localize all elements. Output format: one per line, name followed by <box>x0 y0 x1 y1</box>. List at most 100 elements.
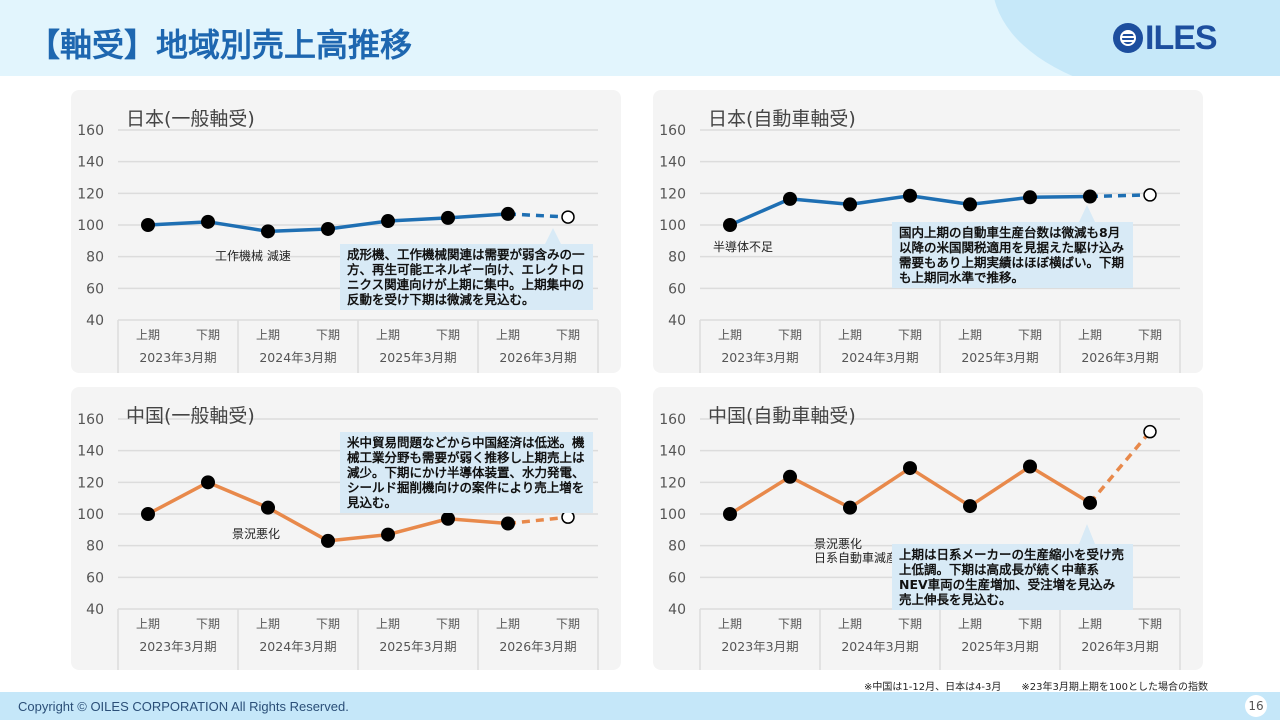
chart-china-general: 160 140 120 100 80 60 40 上期 下期 上期 下期 上期 下期 上期 下期 2023年3… <box>77 412 599 670</box>
forecast-point <box>1143 188 1157 202</box>
x-tick-label: 下期 <box>316 328 340 342</box>
data-point <box>843 197 857 212</box>
y-tick-label: 140 <box>659 155 686 171</box>
x-group-label: 2026年3月期 <box>1081 350 1158 365</box>
y-tick-label: 120 <box>77 186 104 202</box>
chart-japan-general: 160 140 120 100 80 60 40 上期 下期 上期 下期 上期 下期 上期 下期 2023年3… <box>77 123 599 373</box>
x-group-label: 2024年3月期 <box>259 639 336 654</box>
footnote: ※中国は1-12月、日本は4-3月 ※23年3月期上期を100とした場合の指数 <box>864 682 1208 693</box>
chart-annotation: 景況悪化 日系自動車減産 <box>814 537 899 565</box>
x-tick-label: 上期 <box>136 328 160 342</box>
data-point <box>141 218 155 232</box>
y-tick-label: 80 <box>86 539 104 555</box>
chart-annotation: 工作機械 減速 <box>215 249 291 263</box>
y-tick-label: 40 <box>668 602 686 618</box>
y-tick-label: 60 <box>86 281 104 297</box>
callout-pointer <box>545 495 561 512</box>
chart-title: 日本(一般軸受) <box>126 108 255 130</box>
x-group-label: 2023年3月期 <box>139 639 216 654</box>
y-tick-label: 80 <box>668 250 686 266</box>
data-point <box>201 475 215 490</box>
y-tick-label: 40 <box>86 313 104 329</box>
y-tick-label: 100 <box>659 218 686 234</box>
callout-pointer <box>1079 524 1095 544</box>
x-tick-label: 下期 <box>778 617 802 631</box>
x-group-label: 2023年3月期 <box>139 350 216 365</box>
forecast-point <box>561 210 575 224</box>
x-tick-label: 上期 <box>376 617 400 631</box>
data-point <box>321 221 335 236</box>
y-tick-label: 60 <box>86 570 104 586</box>
data-point <box>903 188 917 203</box>
data-point <box>963 499 977 514</box>
x-tick-label: 上期 <box>136 617 160 631</box>
data-point <box>963 197 977 212</box>
y-tick-label: 100 <box>659 507 686 523</box>
data-point <box>261 500 275 515</box>
data-point <box>1023 459 1037 474</box>
x-group-label: 2025年3月期 <box>379 639 456 654</box>
data-point <box>441 210 455 225</box>
x-group-label: 2025年3月期 <box>961 639 1038 654</box>
forecast-line <box>507 515 569 526</box>
x-tick-label: 上期 <box>838 617 862 631</box>
footer-band: Copyright © OILES CORPORATION All Rights… <box>0 692 1280 720</box>
x-tick-label: 下期 <box>436 328 460 342</box>
x-tick-label: 下期 <box>196 617 220 631</box>
x-tick-label: 上期 <box>838 328 862 342</box>
x-group-label: 2026年3月期 <box>499 639 576 654</box>
data-point <box>903 461 917 476</box>
data-point <box>783 469 797 484</box>
forecast-line <box>507 212 569 219</box>
x-tick-label: 上期 <box>958 328 982 342</box>
logo-text: ILES <box>1145 19 1218 57</box>
x-tick-label: 下期 <box>898 617 922 631</box>
chart-panel-japan-general: 160 140 120 100 80 60 40 上期 下期 上期 下期 上期 下期 上期 下期 2023年3… <box>71 90 621 373</box>
chart-callout: 国内上期の自動車生産台数は微減も8月以降の米国関税適用を見据えた駆け込み需要もあ… <box>892 222 1133 288</box>
data-point <box>381 527 395 542</box>
chart-callout: 上期は日系メーカーの生産縮小を受け売上低調。下期は高成長が続く中華系NEV車両の… <box>892 544 1133 610</box>
data-point <box>261 224 275 239</box>
x-group-label: 2026年3月期 <box>1081 639 1158 654</box>
forecast-line <box>1089 193 1151 199</box>
oiles-logo: ILES <box>1113 19 1218 57</box>
data-point <box>723 218 737 232</box>
chart-panel-japan-auto: 160 140 120 100 80 60 40 上期 下期 上期 下期 上期 下期 上期 下期 2023年3… <box>653 90 1203 373</box>
data-point <box>501 516 515 531</box>
x-tick-label: 下期 <box>898 328 922 342</box>
chart-title: 中国(一般軸受) <box>126 405 255 427</box>
chart-title: 中国(自動車軸受) <box>708 405 856 427</box>
x-tick-label: 下期 <box>1018 617 1042 631</box>
callout-pointer <box>1079 205 1095 222</box>
x-tick-label: 上期 <box>496 328 520 342</box>
chart-china-auto: 160 140 120 100 80 60 40 上期 下期 上期 下期 上期 下期 上期 下期 2023年3… <box>659 412 1181 670</box>
y-tick-label: 60 <box>668 281 686 297</box>
data-point <box>783 191 797 206</box>
chart-panel-china-auto: 160 140 120 100 80 60 40 上期 下期 上期 下期 上期 下期 上期 下期 2023年3… <box>653 387 1203 670</box>
callout-pointer <box>545 228 561 244</box>
data-point <box>1023 190 1037 205</box>
x-tick-label: 下期 <box>196 328 220 342</box>
x-tick-label: 下期 <box>556 328 580 342</box>
x-tick-label: 上期 <box>256 617 280 631</box>
chart-panel-china-general: 160 140 120 100 80 60 40 上期 下期 上期 下期 上期 下期 上期 下期 2023年3… <box>71 387 621 670</box>
data-point <box>501 206 515 221</box>
header-band: 【軸受】地域別売上高推移 ILES <box>0 0 1280 76</box>
chart-annotation: 景況悪化 <box>232 527 281 541</box>
y-tick-label: 100 <box>77 218 104 234</box>
x-group-label: 2025年3月期 <box>379 350 456 365</box>
y-tick-label: 40 <box>86 602 104 618</box>
forecast-point <box>1143 424 1157 439</box>
chart-annotation: 半導体不足 <box>713 240 774 254</box>
y-tick-label: 120 <box>659 475 686 491</box>
x-tick-label: 下期 <box>1138 617 1162 631</box>
data-point <box>381 214 395 229</box>
y-tick-label: 40 <box>668 313 686 329</box>
x-tick-label: 上期 <box>376 328 400 342</box>
x-tick-label: 下期 <box>436 617 460 631</box>
data-point <box>1083 189 1097 204</box>
y-tick-label: 160 <box>77 123 104 139</box>
y-tick-label: 160 <box>659 123 686 139</box>
x-group-label: 2023年3月期 <box>721 639 798 654</box>
chart-callout: 成形機、工作機械関連は需要が弱含みの一方、再生可能エネルギー向け、エレクトロニク… <box>340 244 593 310</box>
